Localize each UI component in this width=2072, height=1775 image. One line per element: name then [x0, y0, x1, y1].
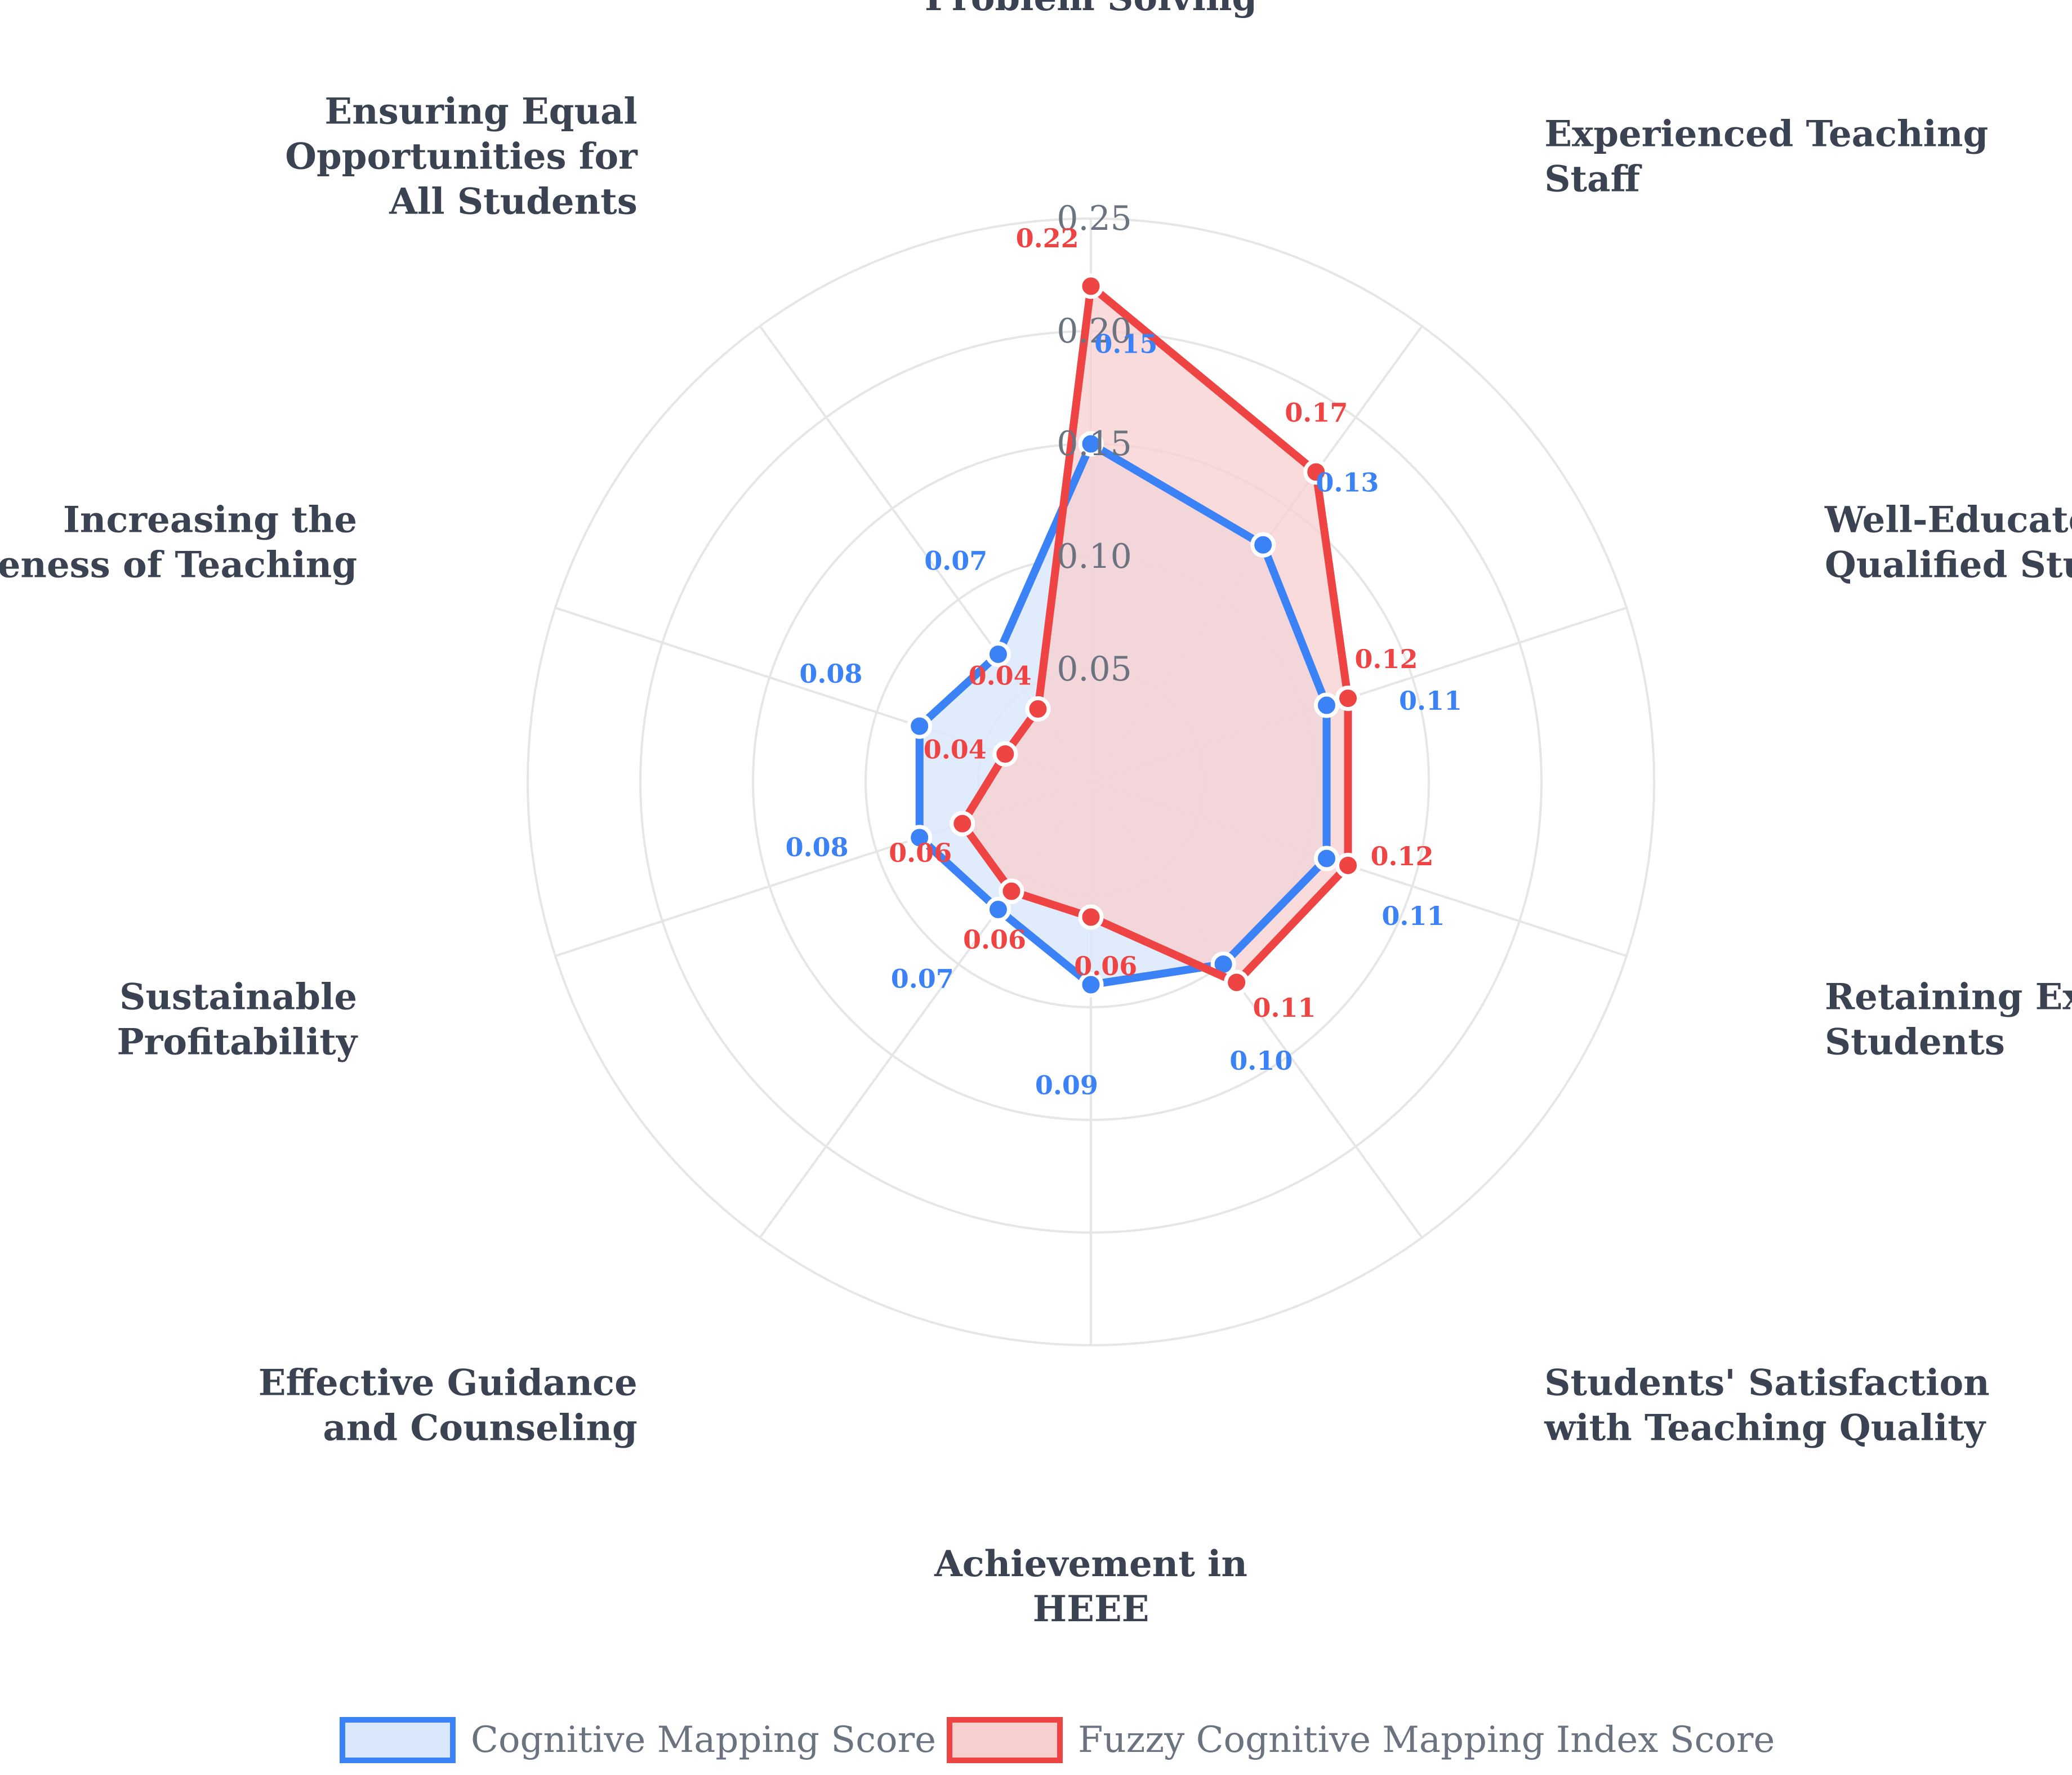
axis-label-line: with Teaching Quality — [1544, 1407, 1986, 1449]
radial-tick-label: 0.10 — [1057, 537, 1132, 576]
axis-label-line: Experienced Teaching — [1544, 113, 1988, 155]
data-point-fuzzy-6 — [1078, 904, 1104, 930]
data-label-cognitive-1: 0.15 — [1094, 328, 1157, 359]
radial-tick-label: 0.05 — [1057, 650, 1132, 689]
data-label-fuzzy-7: 0.06 — [963, 924, 1026, 955]
data-point-cognitive-7 — [985, 897, 1011, 923]
data-point-cognitive-1 — [1078, 431, 1104, 457]
data-label-cognitive-2: 0.13 — [1316, 467, 1379, 497]
data-point-fuzzy-10 — [1025, 696, 1051, 722]
data-point-cognitive-8 — [907, 825, 933, 851]
data-point-fuzzy-3 — [1335, 686, 1361, 711]
data-labels: 0.15 0.13 0.11 0.11 0.10 0.09 0.07 0.08 0.08 0.07… — [786, 223, 1462, 1100]
data-point-cognitive-4 — [1313, 846, 1339, 871]
axis-labels: Good Lecturing andProblem Solving Experie… — [0, 0, 2072, 1630]
data-point-fuzzy-8 — [950, 811, 975, 837]
data-point-cognitive-6 — [1078, 972, 1104, 998]
data-label-fuzzy-6: 0.06 — [1074, 951, 1137, 981]
axis-label-6: Achievement in HEEE — [934, 1543, 1247, 1630]
radial-tick-labels: 0.05 0.10 0.15 0.20 0.25 — [1057, 199, 1132, 689]
axis-label-line: Profitability — [117, 1021, 358, 1063]
axis-label-line: Staff — [1544, 158, 1642, 201]
axis-label-line: Qualified Students — [1825, 544, 2072, 586]
axis-label-line: Students — [1825, 1021, 2005, 1063]
axis-label-line: Problem Solving — [925, 0, 1257, 19]
axis-label-7: Effective Guidance and Counseling — [259, 1362, 638, 1449]
axis-label-line: Effective Guidance — [259, 1362, 638, 1404]
data-point-fuzzy-2 — [1303, 459, 1329, 485]
data-label-fuzzy-5: 0.11 — [1253, 993, 1316, 1023]
data-label-cognitive-5: 0.10 — [1229, 1046, 1293, 1076]
data-point-fuzzy-9 — [992, 741, 1018, 767]
data-label-fuzzy-1: 0.22 — [1016, 223, 1079, 253]
data-label-cognitive-9: 0.08 — [799, 659, 862, 689]
data-label-cognitive-8: 0.08 — [786, 832, 849, 862]
data-label-fuzzy-2: 0.17 — [1285, 398, 1348, 428]
radial-tick-label: 0.25 — [1057, 199, 1132, 238]
data-label-cognitive-6: 0.09 — [1035, 1070, 1098, 1100]
data-point-cognitive-9 — [907, 713, 933, 739]
radial-tick-label: 0.20 — [1057, 312, 1132, 351]
data-point-cognitive-2 — [1250, 532, 1276, 558]
data-point-fuzzy-7 — [999, 878, 1024, 904]
data-label-fuzzy-3: 0.12 — [1354, 644, 1418, 674]
series-fill-fuzzy — [962, 286, 1348, 982]
data-label-fuzzy-10: 0.04 — [969, 661, 1032, 691]
data-label-fuzzy-4: 0.12 — [1370, 841, 1433, 871]
data-point-cognitive-3 — [1313, 692, 1339, 718]
axis-label-line: HEEE — [1033, 1588, 1149, 1630]
axis-label-line: Sustainable — [119, 976, 357, 1018]
data-label-fuzzy-8: 0.06 — [889, 838, 952, 868]
axis-label-9: Increasing theEffectiveness of Teaching — [0, 499, 357, 586]
axis-label-1: Good Lecturing andProblem Solving — [890, 0, 1291, 19]
data-point-fuzzy-5 — [1224, 969, 1250, 995]
legend-swatch-cognitive — [340, 1717, 456, 1763]
axis-label-line: Retaining Existing — [1825, 976, 2072, 1018]
axis-label-2: Experienced Teaching Staff — [1544, 113, 1988, 201]
axis-label-5: Students' Satisfaction with Teaching Qual… — [1544, 1362, 1989, 1449]
data-label-fuzzy-9: 0.04 — [924, 734, 987, 764]
axis-label-line: Opportunities for — [285, 136, 638, 178]
axis-label-line: Effectiveness of Teaching — [0, 544, 357, 586]
axis-label-line: Ensuring Equal — [324, 91, 637, 133]
data-point-cognitive-10 — [985, 641, 1011, 667]
axis-label-line: Well-Educated and — [1824, 499, 2072, 541]
axis-label-8: Sustainable Profitability — [117, 976, 358, 1063]
data-point-fuzzy-4 — [1335, 852, 1361, 878]
data-point-fuzzy-1 — [1078, 273, 1104, 299]
axis-label-10: Ensuring Equal Opportunities for All Stude… — [285, 91, 638, 223]
legend-label-fuzzy: Fuzzy Cognitive Mapping Index Score — [1078, 1719, 1775, 1761]
data-label-cognitive-4: 0.11 — [1382, 901, 1445, 931]
axis-label-line: Students' Satisfaction — [1544, 1362, 1989, 1404]
data-label-cognitive-10: 0.07 — [924, 545, 987, 576]
radial-tick-label: 0.15 — [1057, 424, 1132, 464]
legend-swatch-fuzzy — [947, 1717, 1063, 1763]
axis-label-3: Well-Educated andQualified Students — [1824, 499, 2072, 586]
data-label-cognitive-3: 0.11 — [1399, 686, 1462, 716]
series-layer — [907, 273, 1361, 998]
axis-label-line: and Counseling — [323, 1407, 637, 1449]
axis-label-line: Achievement in — [934, 1543, 1247, 1585]
axis-label-line: All Students — [389, 181, 637, 223]
data-label-cognitive-7: 0.07 — [891, 963, 954, 994]
axis-label-line: Increasing the — [63, 499, 357, 541]
legend: Cognitive Mapping Score Fuzzy Cognitive … — [340, 1717, 1775, 1763]
axis-label-4: Retaining ExistingStudents — [1825, 976, 2072, 1063]
legend-label-cognitive: Cognitive Mapping Score — [471, 1719, 936, 1761]
